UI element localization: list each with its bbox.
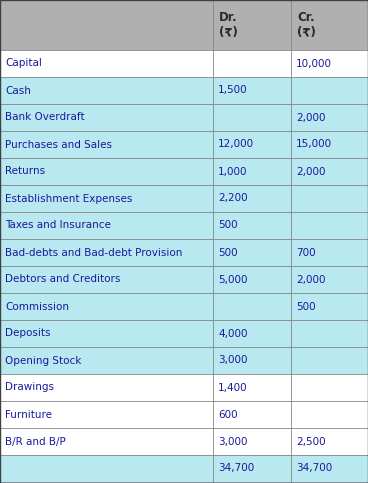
Bar	[291, 428, 368, 455]
Text: 4,000: 4,000	[218, 328, 248, 339]
Text: 3,000: 3,000	[218, 437, 248, 446]
Bar	[213, 455, 291, 482]
Bar	[0, 131, 213, 158]
Bar	[213, 158, 291, 185]
Text: 500: 500	[296, 301, 316, 312]
Bar	[0, 266, 213, 293]
Bar	[291, 320, 368, 347]
Text: 3,000: 3,000	[218, 355, 248, 366]
Bar	[213, 104, 291, 131]
Text: B/R and B/P: B/R and B/P	[5, 437, 66, 446]
Bar	[0, 185, 213, 212]
Bar	[291, 158, 368, 185]
Text: Establishment Expenses: Establishment Expenses	[5, 194, 132, 203]
Bar	[291, 131, 368, 158]
Text: 1,400: 1,400	[218, 383, 248, 393]
Text: 500: 500	[218, 247, 238, 257]
Bar	[0, 104, 213, 131]
Bar	[0, 0, 213, 50]
Bar	[213, 293, 291, 320]
Bar	[291, 0, 368, 50]
Bar	[291, 77, 368, 104]
Bar	[0, 50, 213, 77]
Bar	[0, 320, 213, 347]
Bar	[0, 239, 213, 266]
Text: 1,000: 1,000	[218, 167, 248, 176]
Text: 1,500: 1,500	[218, 85, 248, 96]
Bar	[213, 239, 291, 266]
Text: 12,000: 12,000	[218, 140, 254, 150]
Bar	[291, 212, 368, 239]
Text: Bank Overdraft: Bank Overdraft	[5, 113, 85, 123]
Text: Capital: Capital	[5, 58, 42, 69]
Bar	[0, 293, 213, 320]
Bar	[291, 239, 368, 266]
Bar	[291, 185, 368, 212]
Text: Bad-debts and Bad-debt Provision: Bad-debts and Bad-debt Provision	[5, 247, 183, 257]
Text: Furniture: Furniture	[5, 410, 52, 420]
Text: Dr.
(₹): Dr. (₹)	[219, 11, 238, 39]
Bar	[0, 347, 213, 374]
Text: Cr.
(₹): Cr. (₹)	[297, 11, 316, 39]
Text: Purchases and Sales: Purchases and Sales	[5, 140, 112, 150]
Bar	[291, 401, 368, 428]
Text: 500: 500	[218, 221, 238, 230]
Text: 700: 700	[296, 247, 316, 257]
Bar	[291, 455, 368, 482]
Text: 2,500: 2,500	[296, 437, 326, 446]
Bar	[291, 104, 368, 131]
Bar	[0, 428, 213, 455]
Text: Returns: Returns	[5, 167, 45, 176]
Bar	[213, 0, 291, 50]
Text: 600: 600	[218, 410, 238, 420]
Bar	[0, 212, 213, 239]
Bar	[213, 428, 291, 455]
Bar	[291, 50, 368, 77]
Text: 10,000: 10,000	[296, 58, 332, 69]
Bar	[291, 347, 368, 374]
Text: 2,000: 2,000	[296, 274, 326, 284]
Bar	[0, 374, 213, 401]
Bar	[0, 77, 213, 104]
Text: 5,000: 5,000	[218, 274, 248, 284]
Text: Drawings: Drawings	[5, 383, 54, 393]
Text: Commission: Commission	[5, 301, 69, 312]
Bar	[213, 401, 291, 428]
Bar	[0, 158, 213, 185]
Bar	[213, 266, 291, 293]
Text: Deposits: Deposits	[5, 328, 50, 339]
Bar	[213, 374, 291, 401]
Bar	[213, 131, 291, 158]
Text: Debtors and Creditors: Debtors and Creditors	[5, 274, 120, 284]
Text: 2,000: 2,000	[296, 167, 326, 176]
Bar	[0, 455, 213, 482]
Text: Cash: Cash	[5, 85, 31, 96]
Text: 2,000: 2,000	[296, 113, 326, 123]
Bar	[213, 212, 291, 239]
Bar	[0, 401, 213, 428]
Bar	[291, 374, 368, 401]
Text: 34,700: 34,700	[218, 464, 254, 473]
Bar	[291, 266, 368, 293]
Bar	[213, 320, 291, 347]
Bar	[291, 293, 368, 320]
Text: Opening Stock: Opening Stock	[5, 355, 81, 366]
Bar	[213, 50, 291, 77]
Bar	[213, 185, 291, 212]
Text: 34,700: 34,700	[296, 464, 332, 473]
Bar	[213, 77, 291, 104]
Bar	[213, 347, 291, 374]
Text: Taxes and Insurance: Taxes and Insurance	[5, 221, 111, 230]
Text: 15,000: 15,000	[296, 140, 332, 150]
Text: 2,200: 2,200	[218, 194, 248, 203]
